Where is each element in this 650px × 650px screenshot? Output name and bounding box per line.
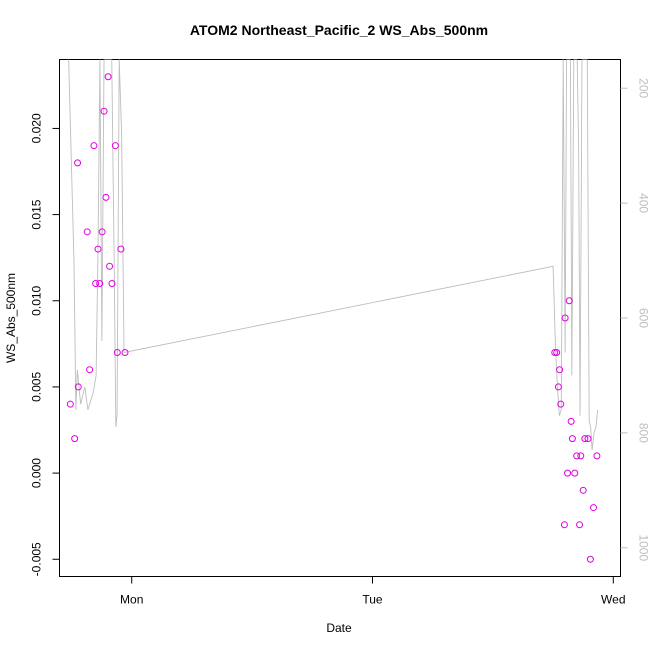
y-tick-label: 0.010: [30, 285, 44, 315]
data-point: [86, 366, 94, 374]
data-point: [584, 435, 592, 443]
y2-tick-label: 600: [637, 308, 650, 328]
data-point: [560, 521, 568, 529]
y2-tick-label: 800: [637, 423, 650, 443]
y-tick-label: -0.005: [30, 542, 44, 576]
data-point: [74, 383, 82, 391]
y-axis-label: WS_Abs_500nm: [4, 273, 18, 363]
data-point: [98, 228, 106, 236]
data-point: [90, 142, 98, 150]
data-point: [586, 555, 594, 563]
data-point: [564, 469, 572, 477]
data-point: [74, 159, 82, 167]
x-tick-label: Tue: [362, 593, 383, 607]
data-point: [104, 73, 112, 81]
data-point: [92, 280, 100, 288]
data-point: [96, 280, 104, 288]
x-tick-label: Mon: [120, 593, 143, 607]
series-line: [68, 59, 599, 451]
data-point: [561, 314, 569, 322]
data-point: [590, 504, 598, 512]
x-axis: Mon Tue Wed: [120, 576, 626, 607]
data-point: [556, 366, 564, 374]
data-point: [568, 435, 576, 443]
point-series: [66, 73, 601, 563]
data-point: [579, 486, 587, 494]
data-point: [71, 435, 79, 443]
data-point: [553, 348, 561, 356]
y-tick-label: 0.005: [30, 372, 44, 402]
x-tick-label: Wed: [601, 593, 625, 607]
data-point: [117, 245, 125, 253]
plot-frame: [59, 59, 621, 577]
data-point: [121, 348, 129, 356]
data-point: [83, 228, 91, 236]
data-point: [554, 383, 562, 391]
y2-tick-label: 400: [637, 193, 650, 213]
data-point: [94, 245, 102, 253]
data-point: [106, 262, 114, 270]
data-point: [577, 452, 585, 460]
data-point: [573, 452, 581, 460]
chart-title: ATOM2 Northeast_Pacific_2 WS_Abs_500nm: [190, 22, 488, 38]
y2-axis: 200 400 600 800 1000: [620, 78, 650, 561]
data-point: [557, 400, 565, 408]
y-tick-label: 0.020: [30, 113, 44, 143]
y-tick-label: 0.015: [30, 199, 44, 229]
data-point: [571, 469, 579, 477]
data-point: [581, 435, 589, 443]
data-point: [567, 417, 575, 425]
data-point: [108, 280, 116, 288]
data-point: [576, 521, 584, 529]
data-point: [551, 348, 559, 356]
y2-tick-label: 1000: [637, 534, 650, 561]
data-point: [66, 400, 74, 408]
y2-tick-label: 200: [637, 78, 650, 98]
y-axis: -0.005 0.000 0.005 0.010 0.015 0.020: [30, 113, 60, 576]
data-point: [111, 142, 119, 150]
data-point: [593, 452, 601, 460]
y-tick-label: 0.000: [30, 458, 44, 488]
data-point: [565, 297, 573, 305]
data-point: [100, 107, 108, 115]
data-point: [113, 348, 121, 356]
line-series: [68, 59, 599, 451]
data-point: [102, 193, 110, 201]
x-axis-label: Date: [326, 621, 352, 635]
